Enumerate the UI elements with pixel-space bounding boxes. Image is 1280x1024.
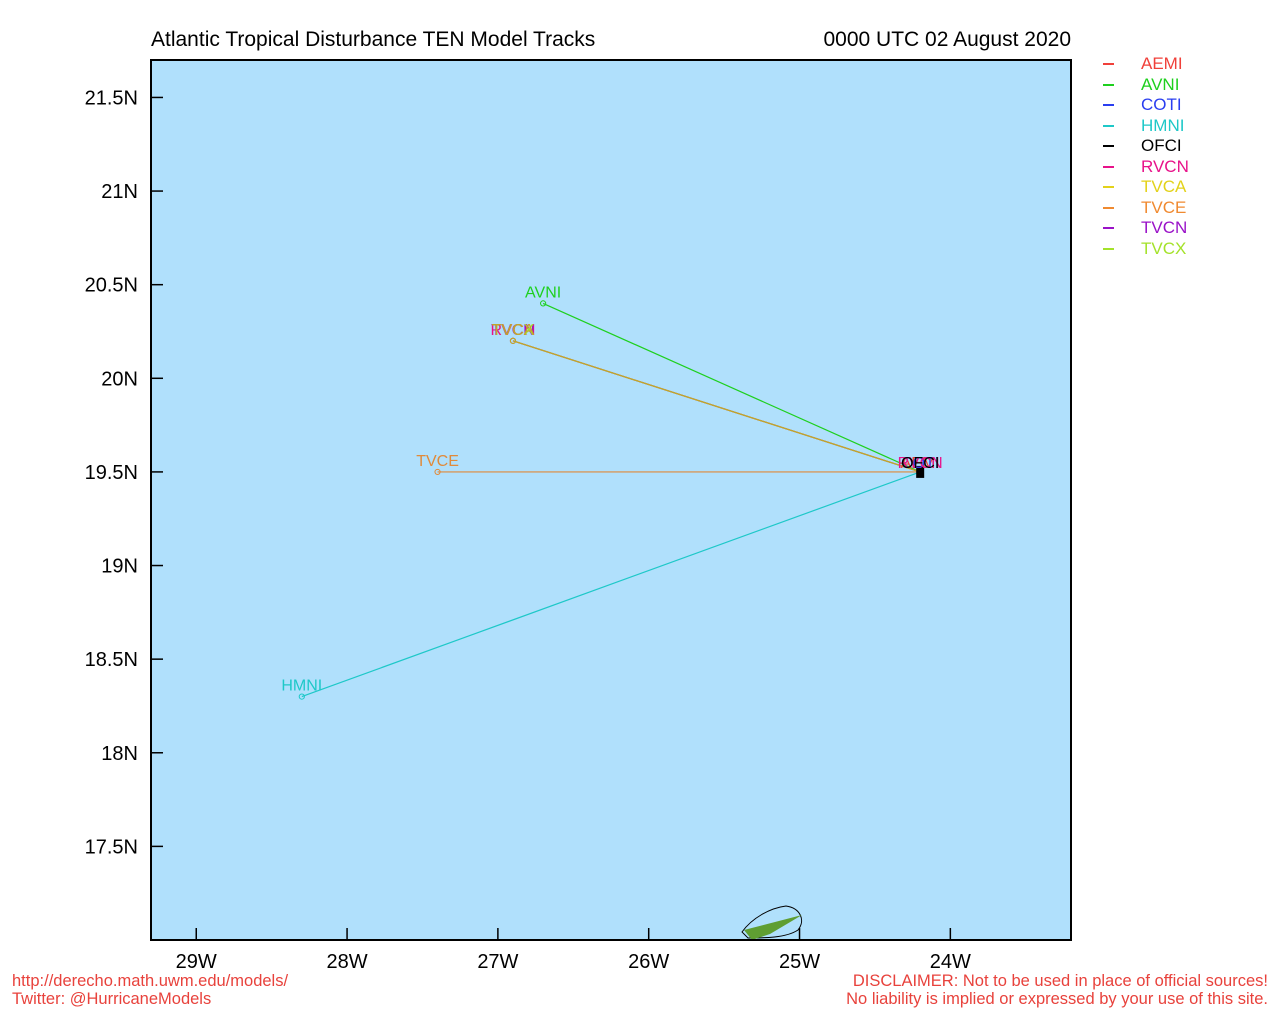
track-start-label-aemi: AEMI — [901, 455, 940, 472]
footer-url-link[interactable]: http://derecho.math.uwm.edu/models/ — [12, 972, 289, 990]
legend-label: TVCE — [1141, 197, 1187, 217]
legend-swatch — [1103, 104, 1114, 107]
legend-swatch — [1103, 247, 1114, 250]
legend-swatch — [1103, 83, 1114, 86]
legend-item-tvcn: TVCN — [1103, 218, 1189, 239]
island-outline — [741, 905, 802, 939]
legend-item-avni: AVNI — [1103, 75, 1189, 96]
track-start-label-coti: COTI — [901, 455, 939, 472]
legend-swatch — [1103, 124, 1114, 127]
footer-twitter: Twitter: @HurricaneModels — [12, 990, 212, 1008]
legend-label: TVCX — [1141, 238, 1187, 258]
y-tick-label: 20.5N — [85, 275, 138, 297]
legend-label: AEMI — [1141, 54, 1183, 74]
x-tick-label: 25W — [779, 951, 820, 973]
track-end-label-rvcn: RVCN — [490, 322, 535, 339]
legend-label: OFCI — [1141, 136, 1182, 156]
storm-position-marker — [916, 465, 925, 478]
track-end-label-avni: AVNI — [525, 284, 561, 301]
chart-title: Atlantic Tropical Disturbance TEN Model … — [151, 28, 596, 51]
legend-label: TVCA — [1141, 177, 1187, 197]
x-tick-label: 27W — [477, 951, 518, 973]
legend-item-ofci: OFCI — [1103, 136, 1189, 157]
legend-item-tvce: TVCE — [1103, 198, 1189, 219]
y-tick-label: 18N — [101, 743, 138, 765]
legend-swatch — [1103, 63, 1114, 66]
y-tick-label: 19.5N — [85, 462, 138, 484]
track-labels: AVNIRVCNTVCNTVCXTVCATVCEHMNIAEMICOTIRVCN… — [281, 284, 942, 694]
legend-swatch — [1103, 206, 1114, 209]
footer-disclaimer: DISCLAIMER: Not to be used in place of o… — [852, 972, 1268, 990]
track-end-marker-avni — [540, 300, 547, 307]
legend-swatch — [1103, 227, 1114, 230]
y-tick-label: 20N — [101, 368, 138, 390]
plot-frame — [150, 59, 1072, 941]
track-end-label-tvce: TVCE — [416, 453, 459, 470]
y-tick-label: 19N — [101, 556, 138, 578]
legend-item-hmni: HMNI — [1103, 116, 1189, 137]
legend-item-tvcx: TVCX — [1103, 239, 1189, 260]
legend-item-tvca: TVCA — [1103, 177, 1189, 198]
legend-label: HMNI — [1141, 115, 1185, 135]
chart-timestamp: 0000 UTC 02 August 2020 — [823, 28, 1071, 51]
map-area — [151, 60, 1071, 940]
x-tick-label: 26W — [628, 951, 669, 973]
track-end-label-tvcn: TVCN — [491, 322, 535, 339]
legend-swatch — [1103, 186, 1114, 189]
track-line-hmni — [301, 471, 921, 698]
track-line-tvca — [512, 340, 921, 473]
legend-label: AVNI — [1141, 74, 1180, 94]
legend-swatch — [1103, 165, 1114, 168]
track-start-label-ofci: OFCI — [901, 455, 939, 472]
legend-swatch — [1103, 145, 1114, 148]
legend-label: RVCN — [1141, 156, 1189, 176]
legend-item-rvcn: RVCN — [1103, 157, 1189, 178]
island-land — [744, 915, 802, 940]
legend: AEMI AVNI COTI HMNI OFCI RVCN TVCA TVCE TVCN TVCX — [1103, 54, 1189, 259]
track-end-label-tvca: TVCA — [492, 322, 535, 339]
track-end-label-tvcx: TVCX — [492, 322, 535, 339]
x-tick-label: 24W — [930, 951, 971, 973]
y-tick-label: 21N — [101, 181, 138, 203]
y-tick-label: 18.5N — [85, 649, 138, 671]
track-end-marker-hmni — [298, 693, 305, 700]
x-tick-label: 28W — [327, 951, 368, 973]
model-tracks — [298, 300, 925, 700]
track-end-label-hmni: HMNI — [281, 678, 322, 695]
axes: 29W 28W 27W 26W 25W 24W 17.5N 18N 18.5N 19N 19.5N 2… — [85, 59, 1072, 973]
track-start-label-rvcn: RVCN — [898, 455, 943, 472]
footer-liability: No liability is implied or expressed by … — [846, 990, 1268, 1008]
legend-item-aemi: AEMI — [1103, 54, 1189, 75]
track-end-marker-tvce — [434, 468, 441, 476]
x-tick-label: 29W — [176, 951, 217, 973]
track-end-marker-tvca — [509, 337, 517, 344]
track-line-avni — [542, 302, 921, 473]
ocean-background — [151, 60, 1071, 940]
legend-label: COTI — [1141, 95, 1182, 115]
y-tick-label: 21.5N — [85, 87, 138, 109]
legend-item-coti: COTI — [1103, 95, 1189, 116]
legend-label: TVCN — [1141, 218, 1188, 238]
y-tick-label: 17.5N — [85, 836, 138, 858]
